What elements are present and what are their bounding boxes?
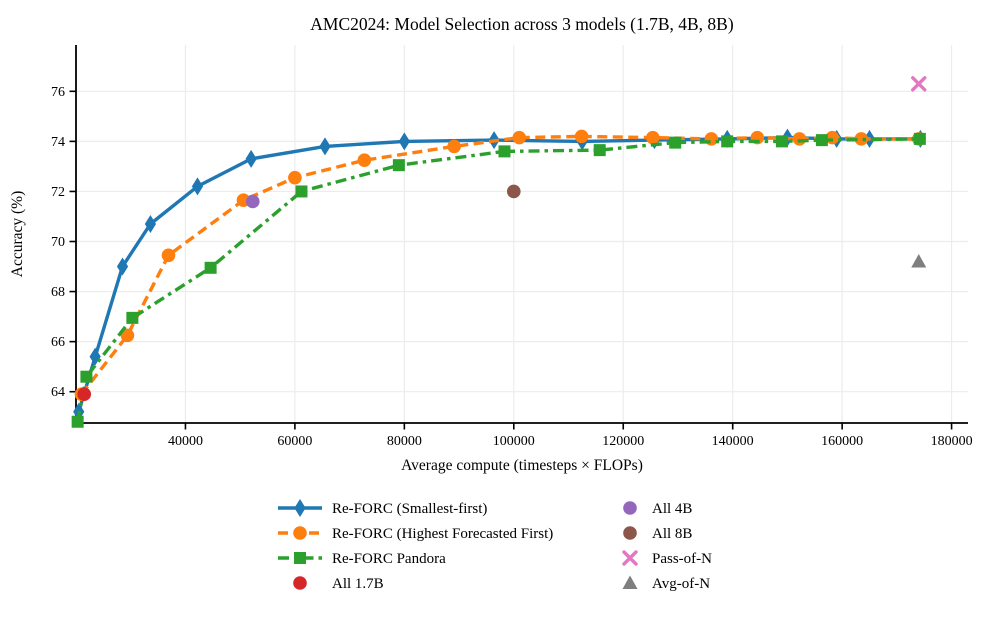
y-tick-label: 70: [51, 235, 65, 250]
square-marker-icon: [721, 135, 734, 148]
circle-marker-icon: [512, 130, 527, 145]
legend-label: All 4B: [652, 501, 692, 517]
square-marker-icon: [498, 145, 511, 158]
legend-diamond-marker-icon: [294, 499, 306, 517]
legend-circle-marker-icon: [623, 501, 637, 515]
circle-marker-icon: [447, 139, 461, 154]
legend: Re-FORC (Smallest-first) Re-FORC (Highest…: [278, 499, 712, 592]
diamond-marker-icon: [89, 347, 101, 366]
series-line-re-forc-smallest-first: [77, 135, 921, 413]
axes: 40000 60000 80000 100000 120000 140000 160000 1…: [51, 45, 973, 449]
legend-label: Pass-of-N: [652, 551, 712, 567]
legend-item-re-forc-pandora: Re-FORC Pandora: [278, 551, 446, 567]
legend-label: Re-FORC (Highest Forecasted First): [332, 526, 553, 542]
legend-label: Avg-of-N: [652, 576, 710, 592]
series-re-forc-highest-forecasted-first: [74, 129, 926, 402]
square-marker-icon: [913, 132, 926, 145]
legend-circle-marker-icon: [293, 526, 307, 540]
y-tick-label: 64: [51, 385, 65, 400]
data-series: [71, 128, 926, 428]
legend-item-avg-of-n: Avg-of-N: [622, 575, 710, 592]
x-tick-label: 140000: [712, 434, 754, 449]
diamond-marker-icon: [398, 132, 410, 151]
scatter-points: [77, 76, 927, 402]
circle-marker-icon: [357, 153, 372, 167]
legend-label: All 8B: [652, 526, 692, 542]
y-tick-label: 68: [51, 285, 65, 300]
grid: [76, 45, 968, 423]
x-axis-label: Average compute (timesteps × FLOPs): [401, 457, 643, 474]
x-tick-label: 40000: [168, 434, 203, 449]
series-re-forc-pandora: [71, 132, 926, 428]
y-tick-label: 74: [51, 135, 65, 150]
circle-marker-icon: [120, 328, 135, 343]
circle-marker-icon: [161, 248, 176, 263]
diamond-marker-icon: [191, 177, 204, 196]
scatter-all-1-7b-circle-icon: [77, 387, 92, 402]
x-tick-label: 60000: [277, 434, 312, 449]
legend-circle-marker-icon: [293, 576, 307, 590]
chart-title: AMC2024: Model Selection across 3 models…: [310, 14, 734, 34]
y-tick-label: 66: [51, 335, 65, 350]
x-tick-label: 120000: [602, 434, 644, 449]
circle-marker-icon: [704, 132, 719, 146]
legend-item-all-8b: All 8B: [623, 526, 692, 542]
legend-label: All 1.7B: [332, 576, 384, 592]
legend-label: Re-FORC Pandora: [332, 551, 446, 567]
circle-marker-icon: [854, 132, 869, 146]
square-marker-icon: [669, 136, 682, 149]
diamond-marker-icon: [319, 137, 331, 156]
y-axis-label: Accuracy (%): [9, 191, 26, 277]
square-marker-icon: [775, 135, 788, 148]
x-tick-label: 100000: [493, 434, 535, 449]
x-tick-label: 160000: [821, 434, 863, 449]
y-tick-label: 72: [51, 185, 65, 200]
circle-marker-icon: [792, 132, 807, 146]
legend-square-marker-icon: [294, 552, 306, 564]
square-marker-icon: [80, 370, 93, 383]
scatter-all-8b-circle-icon: [506, 184, 521, 199]
legend-label: Re-FORC (Smallest-first): [332, 501, 487, 517]
square-marker-icon: [593, 144, 606, 157]
y-tick-label: 76: [51, 85, 65, 100]
x-tick-label: 80000: [387, 434, 422, 449]
square-marker-icon: [126, 311, 139, 324]
square-marker-icon: [295, 185, 308, 198]
legend-x-marker-icon: [622, 550, 638, 566]
square-marker-icon: [71, 415, 84, 428]
square-marker-icon: [204, 261, 217, 274]
square-marker-icon: [392, 159, 405, 172]
diamond-marker-icon: [116, 257, 129, 276]
legend-item-re-forc-smallest-first: Re-FORC (Smallest-first): [278, 499, 487, 517]
legend-item-pass-of-n: Pass-of-N: [622, 550, 712, 567]
diamond-marker-icon: [144, 214, 157, 233]
series-re-forc-smallest-first: [73, 128, 926, 421]
legend-item-all-4b: All 4B: [623, 501, 692, 517]
circle-marker-icon: [645, 130, 660, 145]
circle-marker-icon: [574, 129, 589, 144]
scatter-pass-of-n-x-icon: [911, 76, 927, 92]
legend-item-re-forc-highest-forecasted-first: Re-FORC (Highest Forecasted First): [278, 526, 553, 542]
legend-triangle-marker-icon: [622, 575, 638, 589]
circle-marker-icon: [288, 170, 302, 185]
square-marker-icon: [815, 134, 828, 147]
diamond-marker-icon: [245, 149, 257, 168]
scatter-all-4b-circle-icon: [245, 194, 260, 209]
scatter-avg-of-n-triangle-icon: [911, 254, 927, 268]
x-tick-label: 180000: [931, 434, 973, 449]
legend-item-all-1-7b: All 1.7B: [293, 576, 384, 592]
legend-circle-marker-icon: [623, 526, 637, 540]
